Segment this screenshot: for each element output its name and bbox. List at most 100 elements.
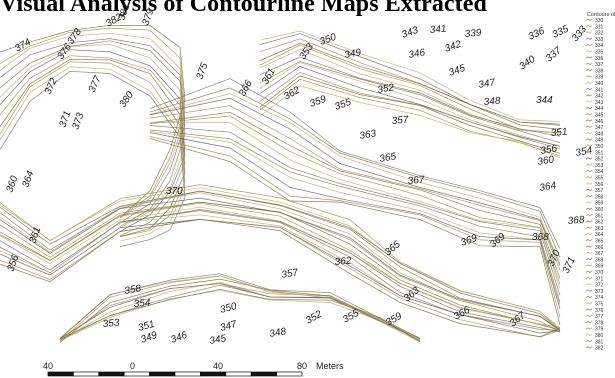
- legend: Contours of 8W DEM3303313323333343353363…: [585, 12, 615, 352]
- contour-label: 337: [544, 45, 564, 64]
- contour-line: [59, 275, 421, 342]
- contour-label: 346: [169, 330, 189, 346]
- legend-swatch: [585, 195, 593, 198]
- contour-line: [259, 78, 561, 157]
- legend-value: 346: [595, 119, 604, 125]
- legend-swatch: [585, 106, 593, 110]
- legend-value: 335: [595, 50, 604, 56]
- contour-line: [0, 201, 561, 331]
- legend-value: 330: [595, 18, 604, 24]
- contour-label: 357: [281, 267, 300, 281]
- scale-tick-label: 80: [297, 361, 307, 371]
- contour-label: 336: [527, 26, 547, 43]
- contour-line: [0, 202, 561, 328]
- scale-bar: 40 0 40 80 Meters: [43, 361, 344, 377]
- contour-line: [149, 125, 561, 296]
- contour-line: [0, 209, 561, 333]
- legend-swatch: [585, 251, 593, 254]
- contour-label: 360: [537, 154, 556, 168]
- legend-swatch: [585, 50, 593, 53]
- contour-line: [149, 78, 561, 249]
- legend-swatch: [585, 188, 593, 191]
- contour-label: 365: [383, 239, 403, 258]
- legend-value: 334: [595, 43, 604, 49]
- contour-label: 371: [57, 110, 73, 129]
- contour-label: 350: [219, 301, 238, 316]
- legend-swatch: [585, 119, 593, 122]
- contour-label: 377: [87, 74, 104, 94]
- legend-value: 336: [595, 56, 604, 62]
- legend-value: 352: [595, 157, 604, 163]
- contour-label: 341: [429, 24, 447, 36]
- legend-swatch: [585, 232, 593, 236]
- legend-value: 351: [595, 150, 604, 156]
- legend-value: 349: [595, 138, 604, 144]
- contour-line: [0, 187, 561, 329]
- contour-line: [259, 38, 561, 126]
- legend-value: 344: [595, 106, 604, 112]
- contour-line: [259, 42, 561, 130]
- contour-label: 354: [575, 145, 594, 159]
- legend-swatch: [585, 100, 593, 103]
- contour-line: [259, 85, 561, 159]
- contour-label: 351: [137, 319, 156, 334]
- legend-value: 333: [595, 37, 604, 43]
- legend-swatch: [585, 207, 593, 210]
- contour-line: [259, 72, 561, 150]
- contour-label: 374: [13, 37, 33, 55]
- contour-line: [149, 136, 561, 318]
- legend-swatch: [585, 220, 593, 223]
- legend-value: 363: [595, 226, 604, 232]
- legend-value: 353: [595, 163, 604, 169]
- contour-label: 342: [443, 39, 463, 55]
- legend-value: 355: [595, 176, 604, 182]
- contour-line: [259, 30, 561, 122]
- contour-line: [0, 58, 186, 237]
- contour-label: 356: [540, 143, 559, 157]
- contour-line: [59, 275, 421, 340]
- legend-swatch: [585, 43, 593, 47]
- map-title: Visual Analysis of Contourline Maps Extr…: [0, 0, 487, 17]
- scale-segment: [73, 371, 100, 377]
- contour-label: 361: [27, 226, 43, 245]
- contour-label: 347: [478, 77, 497, 91]
- legend-swatch: [585, 283, 593, 286]
- legend-value: 374: [595, 295, 604, 301]
- legend-swatch: [585, 201, 593, 204]
- contour-label: 348: [269, 326, 288, 340]
- legend-swatch: [585, 270, 593, 273]
- contour-label: 354: [133, 298, 151, 310]
- legend-value: 340: [595, 81, 604, 87]
- contour-label: 345: [447, 63, 467, 79]
- legend-value: 339: [595, 75, 604, 81]
- legend-value: 347: [595, 125, 604, 131]
- legend-swatch: [585, 327, 593, 330]
- legend-value: 378: [595, 320, 604, 326]
- contour-line: [0, 219, 561, 338]
- contour-label: 351: [550, 127, 568, 139]
- contour-label: 380: [117, 89, 136, 109]
- legend-value: 369: [595, 264, 604, 270]
- legend-value: 343: [595, 100, 604, 106]
- contour-label: 349: [344, 47, 363, 61]
- legend-title: Contours of 8W DEM: [587, 12, 615, 18]
- contour-label: 372: [0, 0, 17, 3]
- contour-line: [59, 273, 421, 342]
- legend-swatch: [585, 239, 593, 242]
- legend-swatch: [585, 31, 593, 34]
- contour-line: [259, 56, 561, 137]
- scale-tick-label: 40: [43, 361, 53, 371]
- legend-swatch: [585, 213, 593, 217]
- contour-label: 371: [561, 255, 578, 275]
- scale-segment: [123, 371, 150, 377]
- legend-value: 356: [595, 182, 604, 188]
- legend-value: 361: [595, 213, 604, 219]
- contour-line: [149, 105, 561, 271]
- contour-label: 359: [384, 311, 404, 329]
- contour-line: [149, 138, 561, 325]
- contour-label: 353: [102, 318, 120, 330]
- legend-value: 365: [595, 239, 604, 245]
- legend-value: 375: [595, 302, 604, 308]
- contour-line: [0, 24, 186, 218]
- legend-value: 337: [595, 62, 604, 68]
